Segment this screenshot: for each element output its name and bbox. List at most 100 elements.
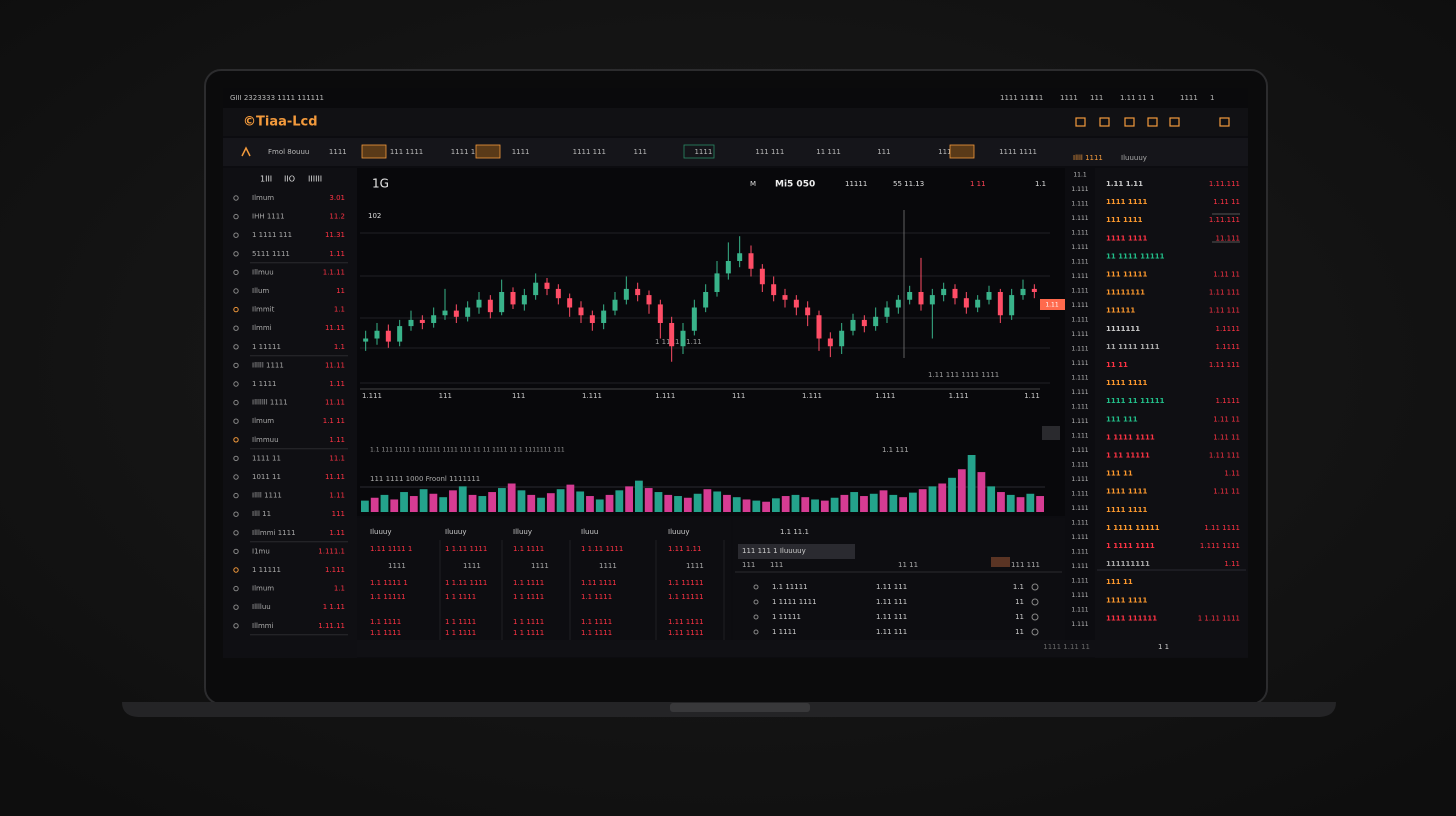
price-axis-label: 1.111 [1071, 259, 1088, 266]
top-menu-item[interactable]: 1 [1150, 94, 1154, 102]
order-action[interactable] [1031, 583, 1039, 591]
volume-bar [586, 496, 594, 512]
toolbar-item[interactable]: 111 1111 [390, 148, 423, 156]
positions-header: Iluuuy [445, 528, 466, 536]
candle-body [1009, 295, 1015, 316]
icon[interactable] [1099, 117, 1110, 127]
top-menu-item[interactable]: 1.11 11 [1120, 94, 1147, 102]
price-axis-label: 1.111 [1071, 433, 1088, 440]
icon[interactable] [1147, 117, 1158, 127]
volume-bar [899, 497, 907, 512]
toolbar-badge[interactable] [361, 144, 387, 159]
top-menu-item[interactable]: 1111 [1060, 94, 1078, 102]
positions-cell: 1.1 11111 [668, 579, 704, 587]
top-menu-item[interactable]: 111 [1090, 94, 1103, 102]
toolbar-item[interactable]: 1111 1111 [999, 148, 1037, 156]
panel-button[interactable] [1042, 426, 1060, 440]
price-axis-label: 1.111 [1071, 302, 1088, 309]
icon[interactable] [1124, 117, 1135, 127]
top-menu-item[interactable]: 1111 111 [1000, 94, 1033, 102]
candle-body [363, 338, 369, 342]
toolbar-item[interactable]: 111 [634, 148, 647, 156]
icon[interactable] [1075, 117, 1086, 127]
row-icon [233, 306, 239, 313]
left-row-value: 3.01 [329, 194, 345, 202]
toolbar-icon[interactable] [241, 146, 251, 157]
candle-body [703, 292, 709, 308]
candle-body [1020, 288, 1026, 296]
positions-header: Iluuuy [668, 528, 689, 536]
icon[interactable] [1169, 117, 1180, 127]
positions-cell: 1.1 1111 1 [370, 579, 408, 587]
chart-header-item[interactable]: 11111 [845, 180, 867, 188]
logo-bar [223, 108, 1248, 136]
timeframe[interactable]: 1G [372, 177, 389, 191]
range-note: 1.11 111 1111 1111 [928, 371, 999, 379]
icon[interactable] [1219, 117, 1230, 127]
positions-cell: 1.11 1111 [668, 618, 704, 626]
toolbar-badge[interactable] [683, 144, 715, 159]
toolbar-item[interactable]: 1111 [694, 148, 712, 156]
volume-bar [380, 494, 389, 512]
left-row-value: 11.31 [325, 231, 345, 239]
volume-title: 1.1 111 1111 1 111111 1111 111 11 11 111… [370, 447, 565, 454]
volume-bar [840, 494, 849, 512]
positions-cell: 1.1 1111 [370, 629, 401, 637]
price-axis-label: 1.111 [1071, 520, 1088, 527]
volume-bar [370, 497, 379, 512]
order-action[interactable] [1031, 613, 1039, 621]
toolbar-item[interactable]: 1111 11 [451, 148, 480, 156]
order-book-header[interactable]: Illll 1111 [1073, 154, 1103, 162]
row-icon [233, 418, 239, 424]
order-action[interactable] [1031, 628, 1039, 636]
left-tab[interactable]: IIIIII [308, 175, 322, 184]
toolbar-badge[interactable] [949, 144, 975, 159]
current-price: 1.11 [1045, 302, 1059, 309]
volume-bar [488, 492, 496, 512]
current-price-tag [1040, 299, 1065, 310]
top-menu: GIII 2323333 1111 111111 [230, 94, 324, 102]
order-book-label: 1111 1111 [1106, 506, 1148, 514]
x-tick-label: 111 [512, 392, 525, 400]
top-menu-item[interactable]: 111 [1030, 94, 1043, 102]
toolbar-badge[interactable] [475, 144, 501, 159]
candle-body [544, 282, 550, 289]
left-row-label: Ilmum [252, 585, 274, 593]
volume-bar [419, 489, 428, 512]
orders-tab[interactable]: 111 111 1 Iluuuuy [742, 547, 806, 555]
candle-body [635, 288, 641, 296]
toolbar-item[interactable]: 1111 [938, 148, 956, 156]
logo[interactable]: ©Tiaa-Lcd [243, 115, 318, 130]
chart-header-item[interactable]: 55 11.13 [893, 180, 924, 188]
chart-header-item[interactable]: M [750, 180, 756, 188]
chart-header-item[interactable]: 1.1 [1035, 180, 1046, 188]
volume-bar [820, 500, 829, 512]
order-book-value: 1.11 1111 [1204, 524, 1240, 532]
toolbar-item[interactable]: 1111 [512, 148, 530, 156]
left-row-label: 1 11111 [252, 343, 281, 351]
left-tab[interactable]: 1III [260, 175, 272, 184]
order-book-header[interactable]: Iluuuuy [1121, 154, 1147, 162]
toolbar-item[interactable]: 111 111 [755, 148, 784, 156]
left-row-label: 1111 11 [252, 454, 281, 462]
orders-button[interactable] [991, 557, 1010, 567]
toolbar-item[interactable]: Fmol 8ouuu [268, 148, 309, 156]
left-tab[interactable]: IIO [284, 175, 295, 184]
left-row-value: 1.1 [334, 306, 345, 314]
chart-header-item[interactable]: 1 11 [970, 180, 986, 188]
toolbar-item[interactable]: 11 111 [816, 148, 841, 156]
volume-bar [625, 486, 633, 512]
top-menu-item[interactable]: 1 [1210, 94, 1214, 102]
positions-cell: 1 1 1111 [513, 593, 544, 601]
toolbar-item[interactable]: 1111 111 [573, 148, 606, 156]
volume-bar [615, 490, 624, 512]
candle-body [646, 295, 652, 305]
toolbar-item[interactable]: 111 [877, 148, 890, 156]
toolbar-item[interactable]: 1111 [329, 148, 347, 156]
positions-cell: 1 1 1111 [445, 593, 476, 601]
chart-panel [357, 168, 1065, 516]
order-book-footer: 1 1 [1158, 643, 1169, 651]
candle-body [669, 323, 675, 347]
order-action[interactable] [1031, 598, 1039, 606]
top-menu-item[interactable]: 1111 [1180, 94, 1198, 102]
